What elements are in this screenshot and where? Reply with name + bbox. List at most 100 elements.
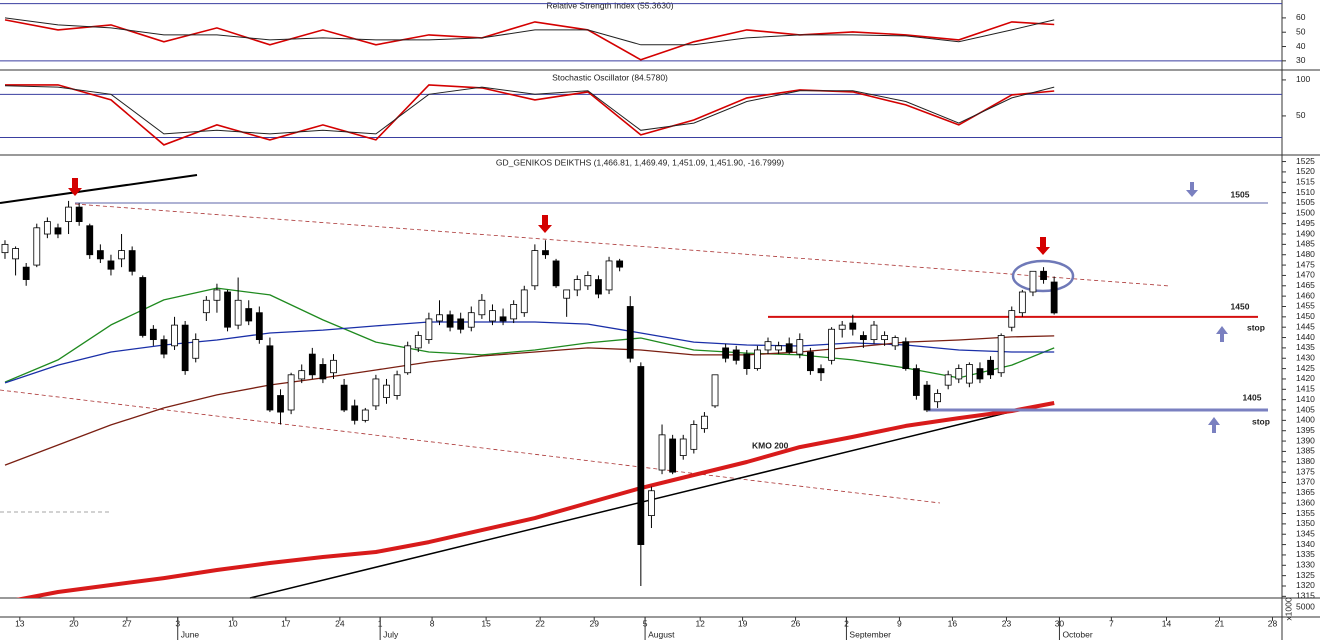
candle-body — [489, 310, 496, 322]
candle-body — [944, 374, 952, 386]
candle-body — [340, 384, 348, 411]
candle-body — [595, 279, 602, 295]
indicator-line — [4, 17, 1055, 46]
candle-body — [648, 490, 655, 516]
candle-body — [1, 243, 9, 254]
blue-arrow — [1208, 417, 1220, 433]
x-tick-label: 26 — [791, 618, 801, 628]
candle-body — [626, 306, 634, 359]
month-label: July — [383, 629, 399, 639]
annotation: stop — [1252, 416, 1270, 426]
x-tick-label: 29 — [589, 618, 599, 628]
candle-body — [96, 250, 104, 260]
y-tick-label: 1480 — [1296, 249, 1315, 259]
candle-body — [202, 299, 210, 314]
candle-body — [1008, 310, 1016, 328]
x-tick-label: 20 — [69, 618, 79, 628]
candle-body — [987, 359, 994, 376]
candle-body — [192, 339, 200, 359]
y-tick-label: 1505 — [1296, 197, 1315, 207]
x-tick-label: 19 — [738, 618, 748, 628]
month-label: June — [181, 629, 200, 639]
candle-body — [764, 341, 772, 351]
y-tick-label: 1435 — [1296, 342, 1315, 352]
candle-body — [86, 225, 94, 256]
candle-body — [573, 279, 581, 291]
candle-body — [107, 260, 115, 270]
candle-body — [828, 328, 835, 361]
candle-body — [838, 324, 846, 330]
candle-body — [637, 366, 645, 545]
candle-body — [118, 250, 125, 260]
y-tick-label: 1525 — [1296, 156, 1315, 166]
candle-body — [870, 324, 878, 341]
candle-body — [43, 221, 51, 235]
x-tick-label: 21 — [1215, 618, 1225, 628]
candle-body — [277, 395, 284, 413]
y-tick-label: 1460 — [1296, 290, 1315, 300]
candle-body — [605, 260, 613, 291]
candle-body — [361, 409, 369, 421]
candle-body — [255, 312, 263, 341]
y-tick-label: 1365 — [1296, 487, 1315, 497]
candle-body — [457, 318, 465, 330]
candle-body — [1018, 291, 1026, 314]
y-tick-label: 1395 — [1296, 425, 1315, 435]
indicator-line — [4, 85, 1055, 135]
y-tick-label: 1465 — [1296, 280, 1315, 290]
x-tick-label: 9 — [897, 618, 902, 628]
candle-body — [531, 250, 539, 287]
y-tick-label: 1345 — [1296, 528, 1315, 538]
candle-body — [701, 415, 708, 430]
candle-body — [467, 312, 475, 328]
candle-body — [891, 337, 899, 347]
resistance-line — [74, 203, 1171, 287]
candle-body — [287, 374, 295, 411]
candle-body — [722, 347, 730, 359]
y-tick-label: 1450 — [1296, 311, 1315, 321]
month-label: August — [648, 629, 675, 639]
y-tick-label: 1420 — [1296, 373, 1315, 383]
candle-body — [414, 335, 422, 349]
x-tick-label: 10 — [228, 618, 238, 628]
indicator-line — [5, 84, 1055, 146]
blue-arrow — [1186, 182, 1198, 197]
y-tick-label: 1500 — [1296, 208, 1315, 218]
candle-body — [446, 314, 454, 328]
candle-body — [54, 227, 62, 235]
annotation: KMO 200 — [752, 440, 789, 450]
x-tick-label: 12 — [695, 618, 705, 628]
candle-body — [1040, 270, 1047, 280]
y-tick-label: 1385 — [1296, 446, 1315, 456]
y-tick-label: 1440 — [1296, 332, 1315, 342]
y-tick-label: 1320 — [1296, 580, 1315, 590]
candle-body — [817, 368, 825, 374]
candle-body — [743, 353, 751, 369]
level-label: 1450 — [1231, 301, 1250, 311]
candle-body — [796, 339, 804, 355]
month-label: September — [849, 629, 891, 639]
y-tick-label: 30 — [1296, 55, 1306, 65]
y-tick-label: 1475 — [1296, 259, 1315, 269]
candle-body — [224, 291, 231, 328]
candle-body — [934, 393, 941, 403]
candle-body — [383, 384, 390, 398]
candle-body — [976, 368, 984, 380]
candle-body — [160, 339, 168, 355]
level-label: 1505 — [1231, 189, 1250, 199]
candle-body — [33, 227, 41, 266]
x-tick-label: 27 — [122, 618, 132, 628]
moving-average — [4, 287, 1055, 383]
y-tick-label: 40 — [1296, 41, 1306, 51]
candle-body — [997, 335, 1005, 374]
candle-body — [912, 368, 920, 396]
candle-body — [807, 351, 814, 372]
candle-body — [425, 318, 433, 341]
candle-body — [75, 206, 83, 222]
candle-body — [393, 374, 401, 396]
y-tick-label: 1355 — [1296, 508, 1315, 518]
candle-body — [1050, 281, 1058, 314]
candle-body — [404, 345, 412, 374]
